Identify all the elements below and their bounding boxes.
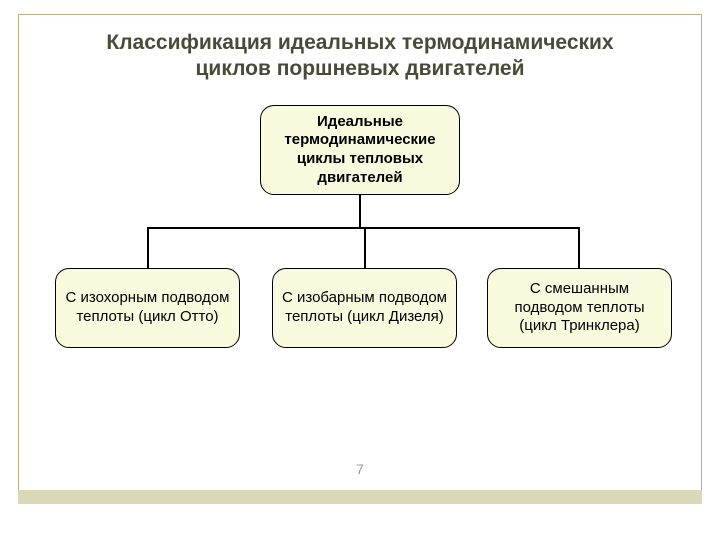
- connector-root-drop: [359, 195, 361, 227]
- connector-hbar: [147, 227, 579, 229]
- page-number: 7: [350, 461, 370, 477]
- child-node-trinkler: С смешанным подводом теплоты (цикл Тринк…: [487, 268, 672, 348]
- slide-frame: [18, 14, 702, 504]
- root-node: Идеальные термодинамические циклы теплов…: [260, 105, 460, 195]
- slide: Классификация идеальных термодинамически…: [0, 0, 720, 540]
- child-node-otto: С изохорным подводом теплоты (цикл Отто): [55, 268, 240, 348]
- connector-drop-mid: [364, 227, 366, 268]
- child-node-diesel: С изобарным подводом теплоты (цикл Дизел…: [272, 268, 457, 348]
- connector-drop-left: [147, 227, 149, 268]
- footer-bar: [18, 490, 702, 504]
- slide-title: Классификация идеальных термодинамически…: [80, 30, 640, 83]
- connector-drop-right: [578, 227, 580, 268]
